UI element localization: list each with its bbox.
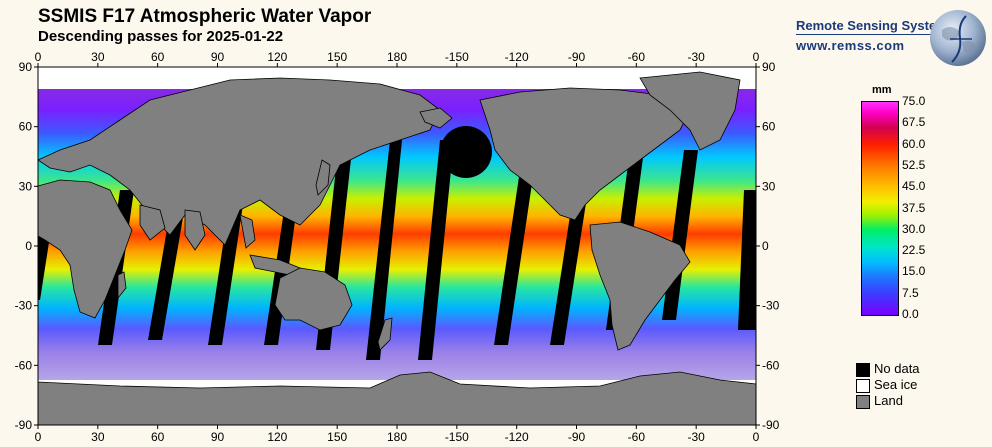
x-tick-label: -90 — [568, 430, 586, 444]
x-tick-label: -120 — [505, 430, 529, 444]
y-tick-label: 60 — [19, 120, 33, 134]
x-tick-label: -30 — [687, 50, 705, 64]
brand-url[interactable]: www.remss.com — [796, 38, 905, 53]
colorbar-label: 75.0 — [902, 94, 926, 108]
land-masses — [37, 71, 757, 426]
colorbar-label: 60.0 — [902, 136, 926, 151]
y-tick-label: 30 — [19, 179, 33, 193]
x-tick-label: 90 — [211, 50, 225, 64]
x-tick-label: -90 — [568, 50, 586, 64]
globe-logo-icon — [930, 10, 986, 66]
x-tick-label: 180 — [387, 50, 407, 64]
y-tick-label: -30 — [15, 299, 33, 313]
colorbar-label: 22.5 — [902, 243, 926, 258]
legend-label: Sea ice — [874, 377, 918, 392]
legend-swatch — [856, 379, 870, 393]
x-tick-label: 0 — [753, 430, 760, 444]
map-title: SSMIS F17 Atmospheric Water Vapor — [38, 6, 372, 27]
colorbar-label: 0.0 — [902, 307, 919, 321]
y-tick-label: -90 — [15, 418, 33, 432]
y-tick-label: 60 — [762, 120, 776, 134]
x-tick-label: -120 — [505, 50, 529, 64]
x-tick-label: 0 — [35, 50, 42, 64]
x-tick-label: -150 — [445, 50, 469, 64]
y-ticks-right: 90 60 30 0 -30 -60 -90 — [756, 60, 780, 432]
x-tick-label: -150 — [445, 430, 469, 444]
colorbar-label: 67.5 — [902, 115, 926, 130]
x-tick-label: -30 — [687, 430, 705, 444]
legend-swatch — [856, 395, 870, 409]
colorbar-label: 52.5 — [902, 157, 926, 172]
y-tick-label: 0 — [762, 239, 769, 253]
legend-label: No data — [874, 361, 920, 376]
colorbar-label: 7.5 — [902, 285, 919, 300]
y-tick-label: 90 — [19, 60, 33, 74]
legend-label: Land — [874, 393, 903, 408]
y-tick-label: -30 — [762, 299, 780, 313]
x-ticks-top: 0 30 60 90 120 150 180 -150 -120 -90 -60 -30 0 — [35, 50, 760, 67]
x-tick-label: 120 — [267, 50, 287, 64]
x-tick-label: 0 — [35, 430, 42, 444]
x-tick-label: 120 — [267, 430, 287, 444]
colorbar-label: 15.0 — [902, 264, 926, 279]
y-tick-label: -90 — [762, 418, 780, 432]
colorbar-label: 37.5 — [902, 200, 926, 215]
colorbar-unit: mm — [872, 84, 892, 96]
y-tick-label: 30 — [762, 179, 776, 193]
x-tick-label: 60 — [151, 50, 165, 64]
map-subtitle: Descending passes for 2025-01-22 — [38, 28, 284, 45]
y-tick-label: 0 — [25, 239, 32, 253]
x-tick-label: 0 — [753, 50, 760, 64]
x-tick-label: 150 — [327, 430, 347, 444]
colorbar-label: 30.0 — [902, 221, 926, 236]
y-tick-label: -60 — [15, 358, 33, 372]
x-tick-label: -60 — [628, 430, 646, 444]
x-tick-label: 90 — [211, 430, 225, 444]
x-tick-label: 180 — [387, 430, 407, 444]
y-ticks-left: 90 60 30 0 -30 -60 -90 — [15, 60, 38, 432]
x-tick-label: 30 — [91, 430, 105, 444]
brand-name: Remote Sensing Systems — [796, 18, 955, 33]
x-tick-label: 150 — [327, 50, 347, 64]
brand-divider — [796, 34, 956, 35]
polar-gap-no-data — [440, 126, 492, 178]
x-tick-label: -60 — [628, 50, 646, 64]
colorbar-label: 45.0 — [902, 179, 926, 194]
legend-swatch — [856, 363, 870, 377]
x-ticks-bottom: 0 30 60 90 120 150 180 -150 -120 -90 -60 -30 0 — [35, 425, 760, 444]
y-tick-label: 90 — [762, 60, 776, 74]
y-tick-label: -60 — [762, 358, 780, 372]
x-tick-label: 30 — [91, 50, 105, 64]
colorbar-gradient — [861, 101, 899, 316]
x-tick-label: 60 — [151, 430, 165, 444]
